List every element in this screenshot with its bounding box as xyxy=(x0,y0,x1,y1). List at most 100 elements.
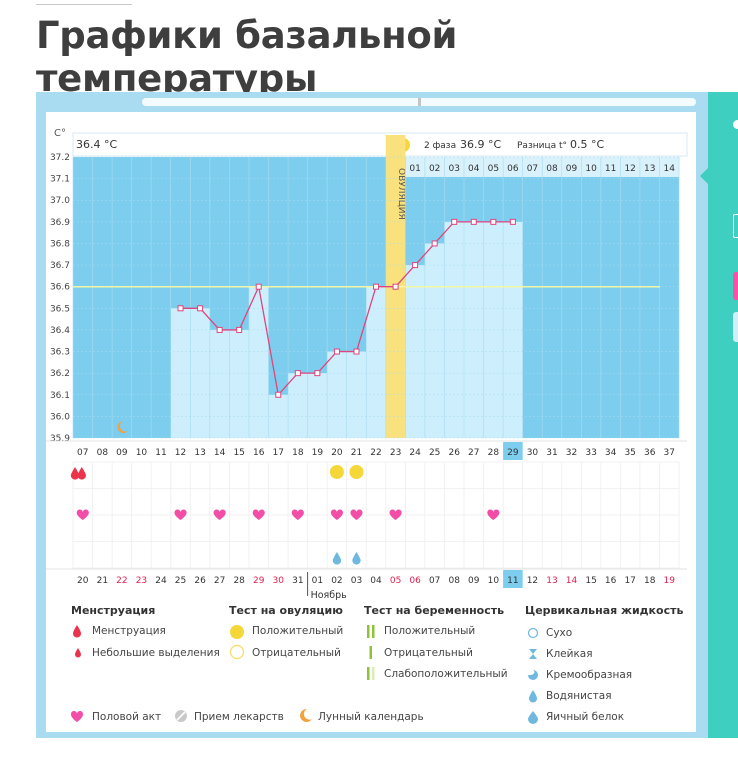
temperature-point xyxy=(236,326,243,333)
phase2-day-label: 04 xyxy=(468,164,480,174)
temperature-point xyxy=(353,348,360,355)
cycle-day-label: 13 xyxy=(194,448,205,458)
temperature-point xyxy=(490,218,497,225)
intercourse-marker xyxy=(291,509,304,520)
phase2-day-label: 07 xyxy=(527,164,538,174)
date-label: 27 xyxy=(214,576,225,586)
temperature-point xyxy=(412,262,419,269)
cycle-day-label: 26 xyxy=(448,448,460,458)
cycle-day-label: 34 xyxy=(605,448,617,458)
scrollbar-thumb[interactable] xyxy=(418,98,421,106)
cycle-day-label: 36 xyxy=(644,448,656,458)
watery-mucus-marker xyxy=(332,552,342,565)
cycle-day-label: 30 xyxy=(527,448,539,458)
y-tick-label: 36.3 xyxy=(50,348,70,358)
side-panel-dot-icon xyxy=(733,120,738,129)
month-label: Ноябрь xyxy=(311,590,348,601)
date-label: 13 xyxy=(546,576,557,586)
watery-mucus-marker xyxy=(352,552,361,565)
phase2-day-label: 12 xyxy=(624,164,635,174)
phase2-day-cell xyxy=(659,157,680,177)
cycle-day-label: 11 xyxy=(155,448,166,458)
cycle-day-label: 20 xyxy=(331,448,343,458)
temperature-point xyxy=(373,283,380,290)
phase2-day-cell xyxy=(561,157,582,177)
intercourse-marker xyxy=(174,509,187,520)
temp-bar xyxy=(248,286,269,438)
temp-bar xyxy=(503,221,523,438)
temp-bar xyxy=(209,329,230,438)
date-label: 21 xyxy=(97,576,108,586)
temperature-point xyxy=(255,283,262,290)
phase2-label: 2 фаза xyxy=(424,141,456,151)
intercourse-marker xyxy=(213,509,226,520)
intercourse-marker xyxy=(487,509,500,520)
side-panel xyxy=(708,92,738,738)
temperature-point xyxy=(197,305,204,312)
temperature-point xyxy=(509,218,516,225)
date-label: 17 xyxy=(624,576,635,586)
temperature-point xyxy=(392,283,399,290)
diff-value: 0.5 °C xyxy=(570,138,604,151)
date-label: 03 xyxy=(351,576,362,586)
chart-header-bar xyxy=(72,132,688,157)
phase2-day-label: 10 xyxy=(585,164,597,174)
date-label: 20 xyxy=(77,576,89,586)
y-tick-label: 37.1 xyxy=(50,175,70,185)
date-label: 11 xyxy=(507,576,518,586)
y-tick-label: 36.1 xyxy=(50,391,70,401)
side-panel-pink-button[interactable] xyxy=(733,272,738,300)
date-label: 05 xyxy=(390,576,401,586)
y-tick-label: 36.8 xyxy=(50,239,70,249)
cycle-day-label: 12 xyxy=(175,448,186,458)
y-tick-label: 36.0 xyxy=(50,412,70,422)
date-label: 26 xyxy=(194,576,206,586)
y-axis-label: C° xyxy=(54,128,66,139)
side-panel-blue-button[interactable] xyxy=(733,312,738,342)
temperature-line xyxy=(180,221,513,397)
phase2-day-cell xyxy=(464,157,484,177)
date-label: 22 xyxy=(116,576,127,586)
y-tick-label: 36.5 xyxy=(50,304,70,314)
date-label: 23 xyxy=(136,576,147,586)
temp-bar xyxy=(424,243,445,438)
date-label: 31 xyxy=(292,576,303,586)
date-label: 10 xyxy=(488,576,500,586)
cycle-day-label: 35 xyxy=(624,448,635,458)
phase2-day-label: 13 xyxy=(644,164,655,174)
side-panel-input[interactable] xyxy=(733,214,738,238)
intercourse-marker xyxy=(76,509,89,520)
phase2-day-cell xyxy=(581,157,601,177)
ov-test-positive-marker xyxy=(349,465,364,479)
cycle-day-label: 31 xyxy=(546,448,557,458)
phase2-day-cell xyxy=(620,157,640,177)
cycle-day-label: 09 xyxy=(116,448,128,458)
temperature-point xyxy=(275,391,282,398)
temperature-point xyxy=(177,305,184,312)
ov-test-positive-marker xyxy=(329,465,344,479)
temperature-point xyxy=(294,370,301,377)
menstruation-marker xyxy=(77,467,86,480)
phase2-day-label: 11 xyxy=(605,164,616,174)
date-label: 02 xyxy=(331,576,342,586)
cycle-day-label: 33 xyxy=(585,448,596,458)
cycle-day-label: 22 xyxy=(370,448,381,458)
phase2-day-cell xyxy=(639,157,660,177)
top-divider xyxy=(36,0,132,5)
phase2-day-cell xyxy=(483,157,504,177)
cycle-day-label: 23 xyxy=(390,448,401,458)
cycle-day-label: 18 xyxy=(292,448,304,458)
phase2-day-label: 05 xyxy=(488,164,499,174)
phase2-day-cell xyxy=(444,157,464,177)
cycle-day-label: 15 xyxy=(233,448,244,458)
phase2-day-label: 02 xyxy=(429,164,440,174)
temp-bar xyxy=(288,373,308,438)
date-label: 24 xyxy=(155,576,167,586)
cycle-day-label: 28 xyxy=(488,448,500,458)
cycle-day-label: 32 xyxy=(566,448,577,458)
cycle-day-label: 25 xyxy=(429,448,440,458)
intercourse-marker xyxy=(350,509,363,520)
date-label: 15 xyxy=(585,576,596,586)
horizontal-scrollbar[interactable] xyxy=(142,98,696,106)
